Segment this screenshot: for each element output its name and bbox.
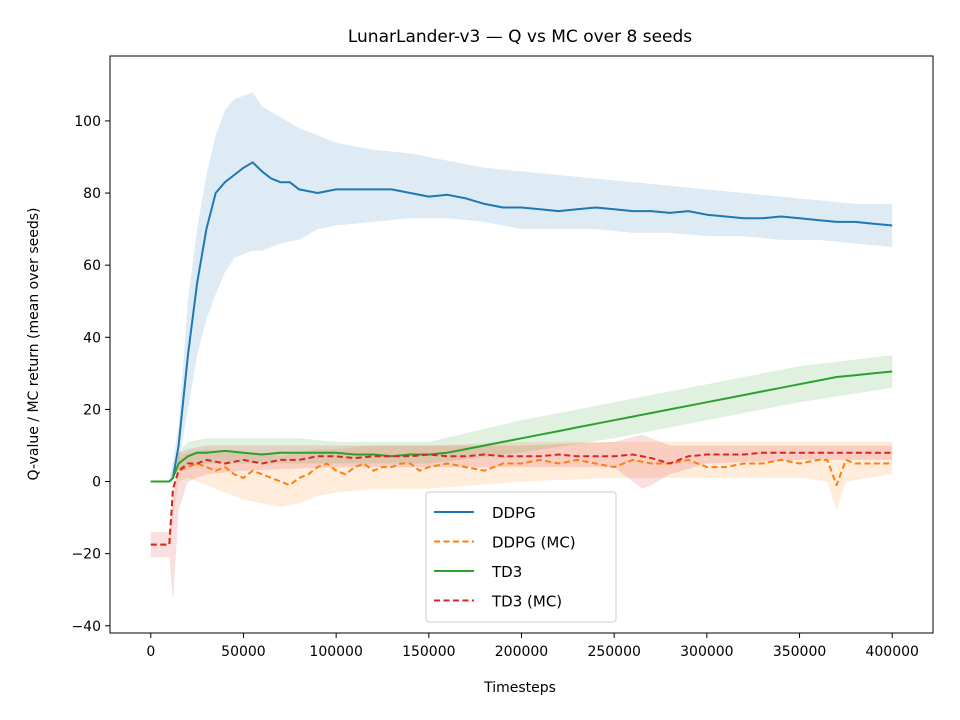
axes: 0 50000 100000 150000 200000 250000 300000 3500… [71, 55, 934, 660]
td3-mc-line [150, 451, 893, 546]
x-tick-label: 0 [146, 644, 155, 660]
y-tick-label: 20 [83, 402, 101, 418]
y-tick-label: −20 [71, 547, 101, 563]
x-axis-label: Timesteps [483, 680, 556, 696]
y-tick-label: 80 [83, 186, 101, 202]
legend-label-td3: TD3 [491, 563, 522, 581]
x-tick-label: 50000 [221, 644, 266, 660]
ddpg-line [150, 161, 893, 483]
y-tick-label: 100 [74, 114, 101, 130]
x-tick-label: 100000 [309, 644, 362, 660]
series-lines [150, 161, 893, 546]
y-axis-label: Q-value / MC return (mean over seeds) [26, 208, 42, 481]
x-tick-label: 350000 [773, 644, 826, 660]
x-tick-label: 300000 [680, 644, 733, 660]
legend-label-td3-mc: TD3 (MC) [491, 593, 562, 611]
td3-band [150, 355, 893, 482]
ddpg-mc-line [150, 458, 893, 546]
td3-line [150, 370, 893, 483]
chart-title: LunarLander-v3 — Q vs MC over 8 seeds [348, 27, 692, 47]
y-tick-label: −40 [71, 619, 101, 635]
legend-label-ddpg-mc: DDPG (MC) [492, 534, 576, 552]
y-tick-label: 60 [83, 258, 101, 274]
x-tick-label: 250000 [587, 644, 640, 660]
legend-box [425, 491, 617, 623]
y-tick-label: 0 [92, 475, 101, 491]
legend: DDPG DDPG (MC) TD3 TD3 (MC) [425, 491, 617, 623]
y-tick-label: 40 [83, 330, 101, 346]
x-tick-label: 200000 [495, 644, 548, 660]
legend-label-ddpg: DDPG [492, 504, 536, 522]
x-tick-label: 400000 [865, 644, 918, 660]
x-tick-label: 150000 [402, 644, 455, 660]
